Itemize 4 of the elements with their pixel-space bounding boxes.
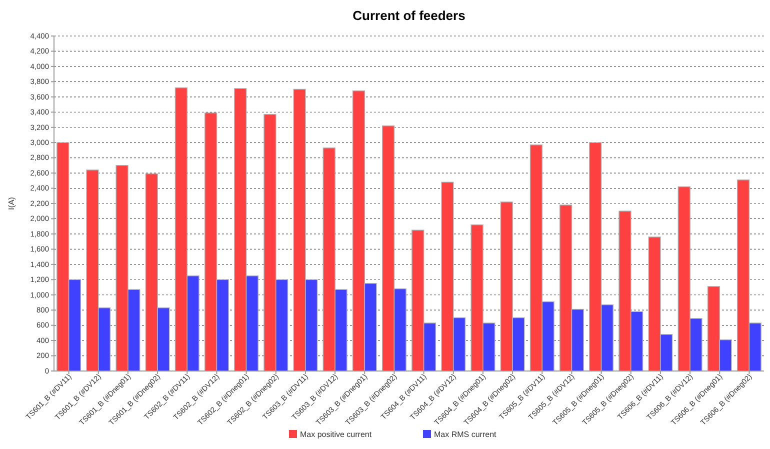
legend-label: Max RMS current xyxy=(434,430,498,439)
legend-label: Max positive current xyxy=(300,430,372,439)
chart-title: Current of feeders xyxy=(352,8,466,23)
y-axis-title: I(A) xyxy=(7,196,16,210)
